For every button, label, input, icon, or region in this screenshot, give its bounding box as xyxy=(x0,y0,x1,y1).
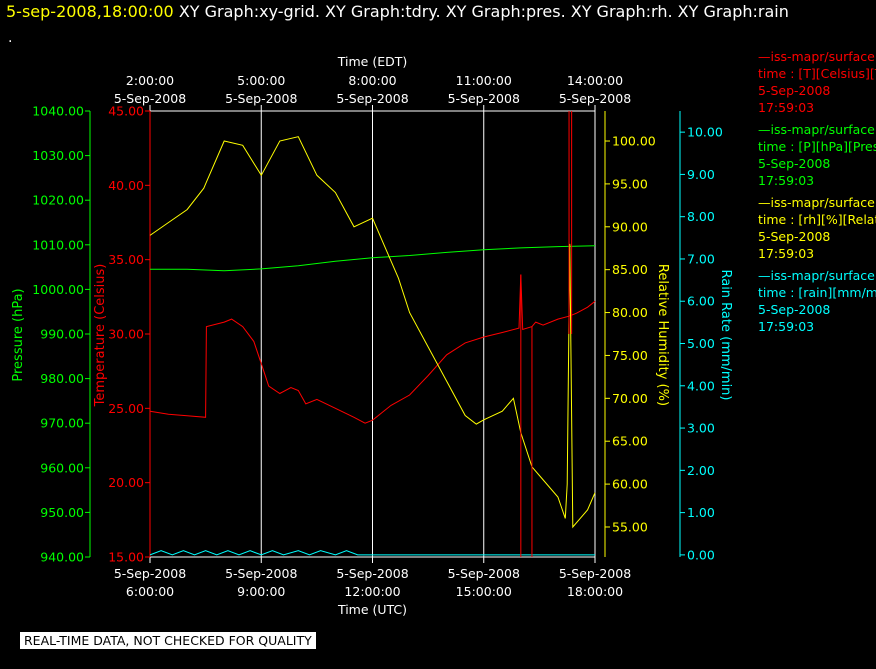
pressure-tick-label: 1040.00 xyxy=(32,104,84,119)
bottom-tick-label-date: 5-Sep-2008 xyxy=(336,566,408,581)
pressure-tick-label: 950.00 xyxy=(40,505,84,520)
bottom-axis-title: Time (UTC) xyxy=(337,602,407,617)
top-tick-label-date: 5-Sep-2008 xyxy=(559,91,631,106)
bottom-tick-label-time: 9:00:00 xyxy=(237,584,285,599)
legend-time: 17:59:03 xyxy=(758,319,815,334)
legend-date: 5-Sep-2008 xyxy=(758,83,831,98)
rh-tick-label: 70.00 xyxy=(612,391,648,406)
pressure-tick-label: 1000.00 xyxy=(32,282,84,297)
bottom-tick-label-time: 6:00:00 xyxy=(126,584,174,599)
rain-tick-label: 8.00 xyxy=(687,209,715,224)
top-tick-label-date: 5-Sep-2008 xyxy=(225,91,297,106)
legend-var: time : [rain][mm/min xyxy=(758,285,876,300)
quality-disclaimer: REAL-TIME DATA, NOT CHECKED FOR QUALITY xyxy=(20,632,316,649)
rh-tick-label: 65.00 xyxy=(612,434,648,449)
legend-entry-temperature: —iss-mapr/surface time : [T][Celsius][T … xyxy=(758,48,876,116)
pressure-tick-label: 960.00 xyxy=(40,460,84,475)
pressure-series-line xyxy=(150,245,596,272)
legend-title: —iss-mapr/surface xyxy=(758,49,875,64)
top-tick-label-time: 8:00:00 xyxy=(348,73,396,88)
rain-tick-label: 0.00 xyxy=(687,547,715,562)
legend-time: 17:59:03 xyxy=(758,100,815,115)
pressure-tick-label: 940.00 xyxy=(40,550,84,565)
pressure-tick-label: 1020.00 xyxy=(32,193,84,208)
rain-tick-label: 6.00 xyxy=(687,294,715,309)
bottom-tick-label-date: 5-Sep-2008 xyxy=(114,566,186,581)
bottom-tick-label-date: 5-Sep-2008 xyxy=(559,566,631,581)
rh-tick-label: 100.00 xyxy=(612,134,656,149)
rh-tick-label: 90.00 xyxy=(612,219,648,234)
legend-var: time : [P][hPa][Press xyxy=(758,139,876,154)
graph-header: 5-sep-2008,18:00:00 XY Graph:xy-grid. XY… xyxy=(6,2,789,21)
rain-tick-label: 4.00 xyxy=(687,378,715,393)
legend-entry-pressure: —iss-mapr/surface time : [P][hPa][Press … xyxy=(758,121,876,189)
pressure-tick-label: 980.00 xyxy=(40,371,84,386)
top-tick-label-time: 11:00:00 xyxy=(456,73,512,88)
rh-tick-label: 55.00 xyxy=(612,519,648,534)
bottom-tick-label-time: 15:00:00 xyxy=(456,584,512,599)
rh-tick-label: 60.00 xyxy=(612,477,648,492)
pressure-axis-title: Pressure (hPa) xyxy=(11,288,26,381)
bottom-tick-label-time: 12:00:00 xyxy=(344,584,400,599)
temperature-tick-label: 20.00 xyxy=(108,475,144,490)
rh-tick-label: 80.00 xyxy=(612,305,648,320)
rh-axis-title: Relative Humidity (%) xyxy=(655,264,670,406)
rain-tick-label: 5.00 xyxy=(687,336,715,351)
legend-entry-rain: —iss-mapr/surface time : [rain][mm/min 5… xyxy=(758,267,876,335)
legend-date: 5-Sep-2008 xyxy=(758,302,831,317)
pressure-tick-label: 970.00 xyxy=(40,416,84,431)
temperature-tick-label: 45.00 xyxy=(108,104,144,119)
rain-tick-label: 3.00 xyxy=(687,421,715,436)
bottom-tick-label-time: 18:00:00 xyxy=(567,584,623,599)
pressure-tick-label: 990.00 xyxy=(40,327,84,342)
legend-title: —iss-mapr/surface xyxy=(758,195,875,210)
bottom-tick-label-date: 5-Sep-2008 xyxy=(225,566,297,581)
temperature-axis-title: Temperature (Celsius) xyxy=(93,264,108,408)
temperature-tick-label: 35.00 xyxy=(108,252,144,267)
rain-tick-label: 2.00 xyxy=(687,463,715,478)
legend-entry-rh: —iss-mapr/surface time : [rh][%][Relati … xyxy=(758,194,876,262)
legend-date: 5-Sep-2008 xyxy=(758,156,831,171)
rh-tick-label: 75.00 xyxy=(612,348,648,363)
legend-time: 17:59:03 xyxy=(758,173,815,188)
rh-tick-label: 95.00 xyxy=(612,176,648,191)
rain-axis-title: Rain Rate (mm/min) xyxy=(718,269,733,400)
temperature-tick-label: 15.00 xyxy=(108,550,144,565)
top-tick-label-time: 14:00:00 xyxy=(567,73,623,88)
temperature-tick-label: 30.00 xyxy=(108,327,144,342)
rain-tick-label: 10.00 xyxy=(687,125,723,140)
top-axis-title: Time (EDT) xyxy=(337,54,407,69)
pressure-tick-label: 1030.00 xyxy=(32,148,84,163)
top-tick-label-time: 2:00:00 xyxy=(126,73,174,88)
header-timestamp: 5-sep-2008,18:00:00 xyxy=(6,2,174,21)
top-tick-label-date: 5-Sep-2008 xyxy=(336,91,408,106)
rain-tick-label: 9.00 xyxy=(687,167,715,182)
rain-series-line xyxy=(149,550,595,556)
top-tick-label-date: 5-Sep-2008 xyxy=(448,91,520,106)
legend-title: —iss-mapr/surface xyxy=(758,122,875,137)
temperature-tick-label: 25.00 xyxy=(108,401,144,416)
header-second-line: . xyxy=(8,30,13,46)
bottom-tick-label-date: 5-Sep-2008 xyxy=(448,566,520,581)
rh-series-line xyxy=(149,136,596,529)
temperature-series-line xyxy=(149,274,596,424)
legend-var: time : [T][Celsius][T xyxy=(758,66,876,81)
legend-time: 17:59:03 xyxy=(758,246,815,261)
legend-title: —iss-mapr/surface xyxy=(758,268,875,283)
rain-tick-label: 7.00 xyxy=(687,251,715,266)
top-tick-label-date: 5-Sep-2008 xyxy=(114,91,186,106)
legend-date: 5-Sep-2008 xyxy=(758,229,831,244)
temperature-tick-label: 40.00 xyxy=(108,178,144,193)
rain-tick-label: 1.00 xyxy=(687,505,715,520)
pressure-tick-label: 1010.00 xyxy=(32,237,84,252)
header-graph-list: XY Graph:xy-grid. XY Graph:tdry. XY Grap… xyxy=(178,2,789,21)
top-tick-label-time: 5:00:00 xyxy=(237,73,285,88)
legend-var: time : [rh][%][Relati xyxy=(758,212,876,227)
rh-tick-label: 85.00 xyxy=(612,262,648,277)
